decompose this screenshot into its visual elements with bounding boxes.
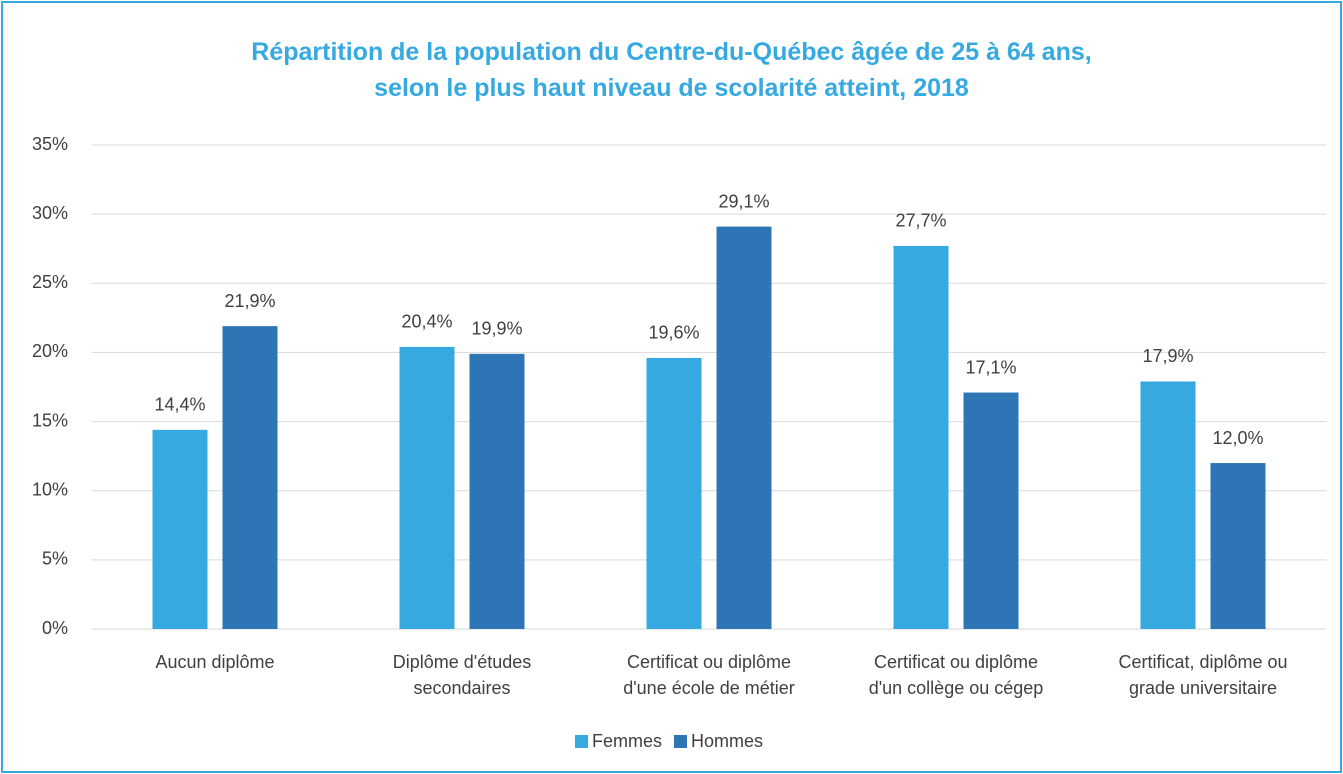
- x-tick-label: Diplôme d'études secondaires: [392, 652, 532, 698]
- legend-label: Hommes: [691, 731, 763, 751]
- x-tick-label: Certificat ou diplôme d'un collège ou cé…: [868, 652, 1044, 698]
- bar: [1140, 381, 1196, 629]
- y-tick-label: 30%: [32, 203, 68, 223]
- bar: [152, 429, 208, 629]
- bar: [1210, 463, 1266, 629]
- bar: [716, 226, 772, 630]
- x-tick-label: Certificat, diplôme ou grade universitai…: [1118, 652, 1288, 698]
- data-label: 21,9%: [224, 291, 275, 311]
- bar: [399, 346, 455, 629]
- bar: [963, 392, 1019, 629]
- bar: [222, 326, 278, 629]
- y-tick-label: 20%: [32, 341, 68, 361]
- y-tick-label: 0%: [42, 618, 68, 638]
- bar: [469, 353, 525, 629]
- bar: [646, 357, 702, 629]
- y-tick-label: 15%: [32, 410, 68, 430]
- bar: [893, 245, 949, 629]
- data-label: 20,4%: [401, 312, 452, 332]
- legend-label: Femmes: [592, 731, 662, 751]
- y-tick-label: 25%: [32, 272, 68, 292]
- y-tick-label: 5%: [42, 549, 68, 569]
- data-label: 17,1%: [965, 357, 1016, 377]
- x-tick-label: Certificat ou diplôme d'une école de mét…: [623, 652, 795, 698]
- data-label: 14,4%: [154, 395, 205, 415]
- data-label: 27,7%: [895, 211, 946, 231]
- y-tick-label: 10%: [32, 479, 68, 499]
- data-label: 17,9%: [1142, 346, 1193, 366]
- data-label: 19,6%: [648, 323, 699, 343]
- data-label: 29,1%: [718, 191, 769, 211]
- chart-title: Répartition de la population du Centre-d…: [251, 38, 1092, 102]
- data-label: 12,0%: [1212, 428, 1263, 448]
- x-tick-label: Aucun diplôme: [155, 652, 275, 672]
- y-tick-label: 35%: [32, 134, 68, 154]
- legend-swatch: [575, 735, 588, 748]
- data-label: 19,9%: [471, 319, 522, 339]
- legend-swatch: [674, 735, 688, 748]
